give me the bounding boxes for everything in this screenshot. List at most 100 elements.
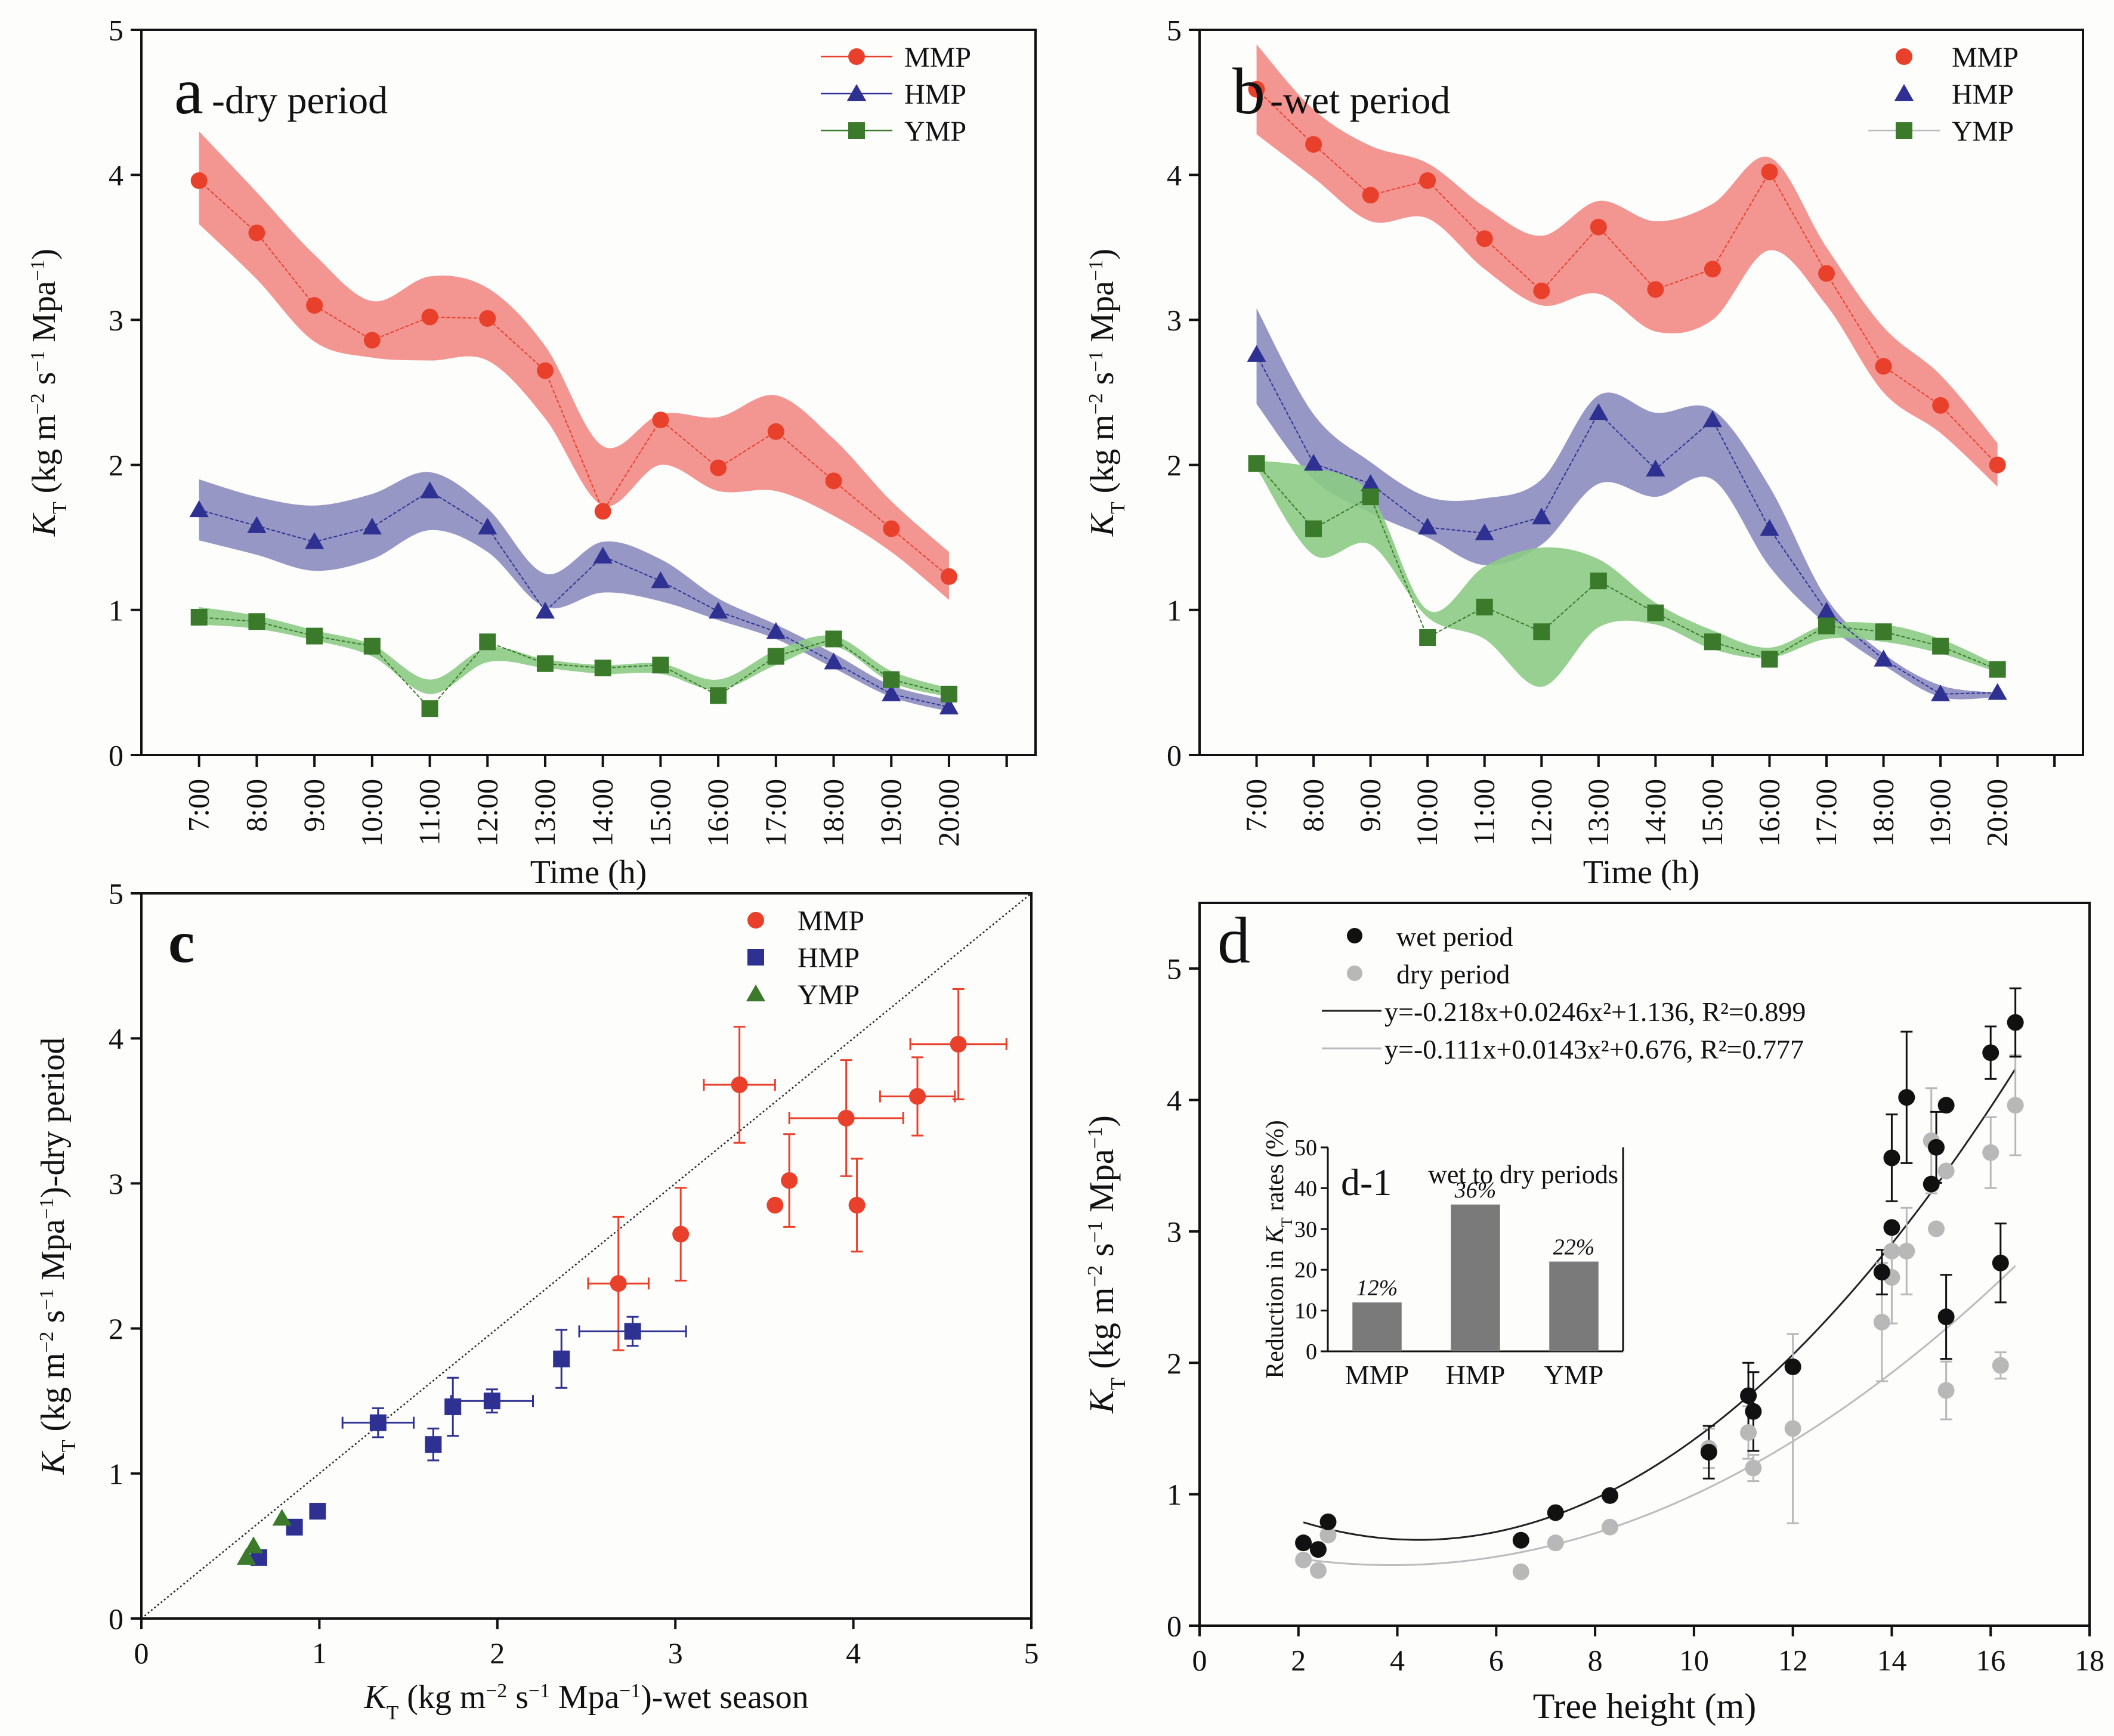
legend-item-hmp: HMP bbox=[1894, 79, 2014, 110]
panel-label: c bbox=[168, 909, 194, 975]
point-ymp bbox=[236, 1548, 256, 1565]
x-axis-label: Time (h) bbox=[530, 854, 647, 891]
point-hmp bbox=[369, 1414, 387, 1431]
point-mmp bbox=[479, 310, 496, 327]
point-ymp bbox=[243, 1536, 264, 1554]
point-dry-period bbox=[1295, 1551, 1312, 1568]
point-hmp bbox=[535, 602, 555, 619]
legend-item: y=-0.111x+0.0143x²+0.676, R²=0.777 bbox=[1322, 1034, 1804, 1065]
point-mmp bbox=[363, 332, 381, 349]
point-mmp bbox=[950, 1035, 967, 1053]
point-ymp bbox=[1248, 455, 1265, 472]
y-axis-label-text: KT (kg m−2 s−1 Mpa−1) bbox=[1084, 249, 1129, 537]
y-tick-label: 5 bbox=[1167, 952, 1182, 986]
x-axis-label: Time (h) bbox=[1583, 854, 1700, 891]
point-mmp bbox=[536, 362, 554, 379]
point-hmp bbox=[1418, 518, 1438, 535]
y-tick-label: 0 bbox=[1167, 1610, 1182, 1643]
legend-marker bbox=[1896, 122, 1912, 139]
x-tick-label: 8:00 bbox=[1296, 779, 1330, 832]
point-mmp bbox=[825, 472, 842, 490]
inset-y-tick-label: 10 bbox=[1294, 1299, 1317, 1324]
plot-frame bbox=[140, 892, 1033, 1620]
point-ymp bbox=[190, 608, 208, 626]
point-wet-period bbox=[1883, 1149, 1900, 1166]
point-dry-period bbox=[1898, 1242, 1915, 1260]
inset-y-tick-label: 20 bbox=[1294, 1258, 1317, 1283]
point-dry-period bbox=[1937, 1382, 1955, 1399]
point-ymp bbox=[1533, 623, 1550, 640]
legend-item: wet period bbox=[1347, 921, 1513, 952]
y-axis-label: KT (kg m−2 s−1 Mpa−1)-dry period bbox=[35, 1038, 80, 1475]
point-ymp bbox=[1476, 598, 1493, 615]
wet-fit-curve bbox=[1303, 1068, 2016, 1541]
point-ymp bbox=[479, 633, 496, 651]
point-hmp bbox=[189, 500, 209, 518]
x-tick-label: 18:00 bbox=[1866, 779, 1900, 847]
y-tick-label: 0 bbox=[109, 739, 123, 772]
panel-label: d bbox=[1217, 904, 1250, 977]
x-tick-label: 0 bbox=[1192, 1644, 1207, 1677]
point-mmp bbox=[1704, 261, 1721, 278]
point-ymp bbox=[1932, 638, 1949, 655]
legend-item-ymp: YMP bbox=[1868, 116, 2014, 147]
point-ymp bbox=[825, 630, 842, 648]
point-hmp bbox=[305, 532, 324, 549]
y-tick-label: 5 bbox=[1167, 14, 1182, 47]
x-tick-label: 12 bbox=[1778, 1644, 1808, 1677]
x-tick-label: 15:00 bbox=[1695, 779, 1729, 847]
point-hmp bbox=[824, 652, 843, 670]
x-tick-label: 3 bbox=[668, 1636, 683, 1670]
x-tick-label: 10 bbox=[1679, 1644, 1709, 1677]
point-ymp bbox=[1647, 604, 1664, 621]
legend-label: HMP bbox=[1952, 79, 2014, 110]
point-hmp bbox=[1303, 454, 1324, 471]
point-dry-period bbox=[1982, 1144, 1999, 1161]
legend-item-hmp: HMP bbox=[821, 79, 966, 110]
x-tick-label: 4 bbox=[1390, 1644, 1405, 1677]
point-ymp bbox=[1989, 661, 2006, 678]
inset-bar-hmp bbox=[1451, 1204, 1500, 1351]
point-dry-period bbox=[1745, 1459, 1762, 1477]
point-dry-period bbox=[1512, 1563, 1529, 1580]
point-dry-period bbox=[1740, 1424, 1757, 1441]
point-hmp bbox=[1588, 403, 1608, 420]
point-mmp bbox=[1818, 265, 1835, 282]
point-dry-period bbox=[1992, 1357, 2009, 1374]
point-hmp bbox=[425, 1436, 442, 1453]
point-mmp bbox=[1761, 163, 1778, 181]
y-tick-label: 2 bbox=[109, 1312, 123, 1345]
point-hmp bbox=[483, 1392, 500, 1410]
point-wet-period bbox=[1937, 1308, 1955, 1326]
legend-label: y=-0.218x+0.0246x²+1.136, R²=0.899 bbox=[1384, 997, 1806, 1027]
band-ymp bbox=[1256, 460, 1998, 687]
line-ymp bbox=[199, 616, 950, 710]
x-tick-label: 12:00 bbox=[1524, 779, 1557, 847]
legend-label: MMP bbox=[1952, 42, 2019, 73]
point-ymp bbox=[1305, 520, 1322, 537]
legend-item: y=-0.218x+0.0246x²+1.136, R²=0.899 bbox=[1322, 997, 1806, 1027]
x-tick-label: 11:00 bbox=[1467, 779, 1501, 846]
legend-item-hmp: HMP bbox=[747, 942, 860, 974]
point-mmp bbox=[1362, 187, 1379, 204]
plot-frame bbox=[1198, 902, 2091, 1627]
point-mmp bbox=[1647, 281, 1664, 298]
point-hmp bbox=[1646, 459, 1665, 476]
x-tick-label: 8 bbox=[1588, 1644, 1603, 1677]
y-tick-label: 3 bbox=[1167, 304, 1182, 337]
x-tick-label: 9:00 bbox=[297, 779, 330, 832]
point-hmp bbox=[1816, 602, 1837, 619]
point-hmp bbox=[939, 697, 959, 714]
point-hmp bbox=[478, 518, 497, 535]
point-hmp bbox=[553, 1350, 570, 1367]
band-hmp bbox=[199, 472, 949, 712]
point-ymp bbox=[1704, 633, 1721, 651]
point-dry-period bbox=[1601, 1518, 1618, 1536]
legend-label: YMP bbox=[904, 116, 966, 147]
y-tick-label: 4 bbox=[109, 159, 123, 192]
point-mmp bbox=[1533, 282, 1550, 299]
inset-y-tick-label: 30 bbox=[1294, 1217, 1317, 1242]
point-wet-period bbox=[1982, 1044, 1999, 1062]
y-tick-label: 3 bbox=[1167, 1215, 1182, 1248]
